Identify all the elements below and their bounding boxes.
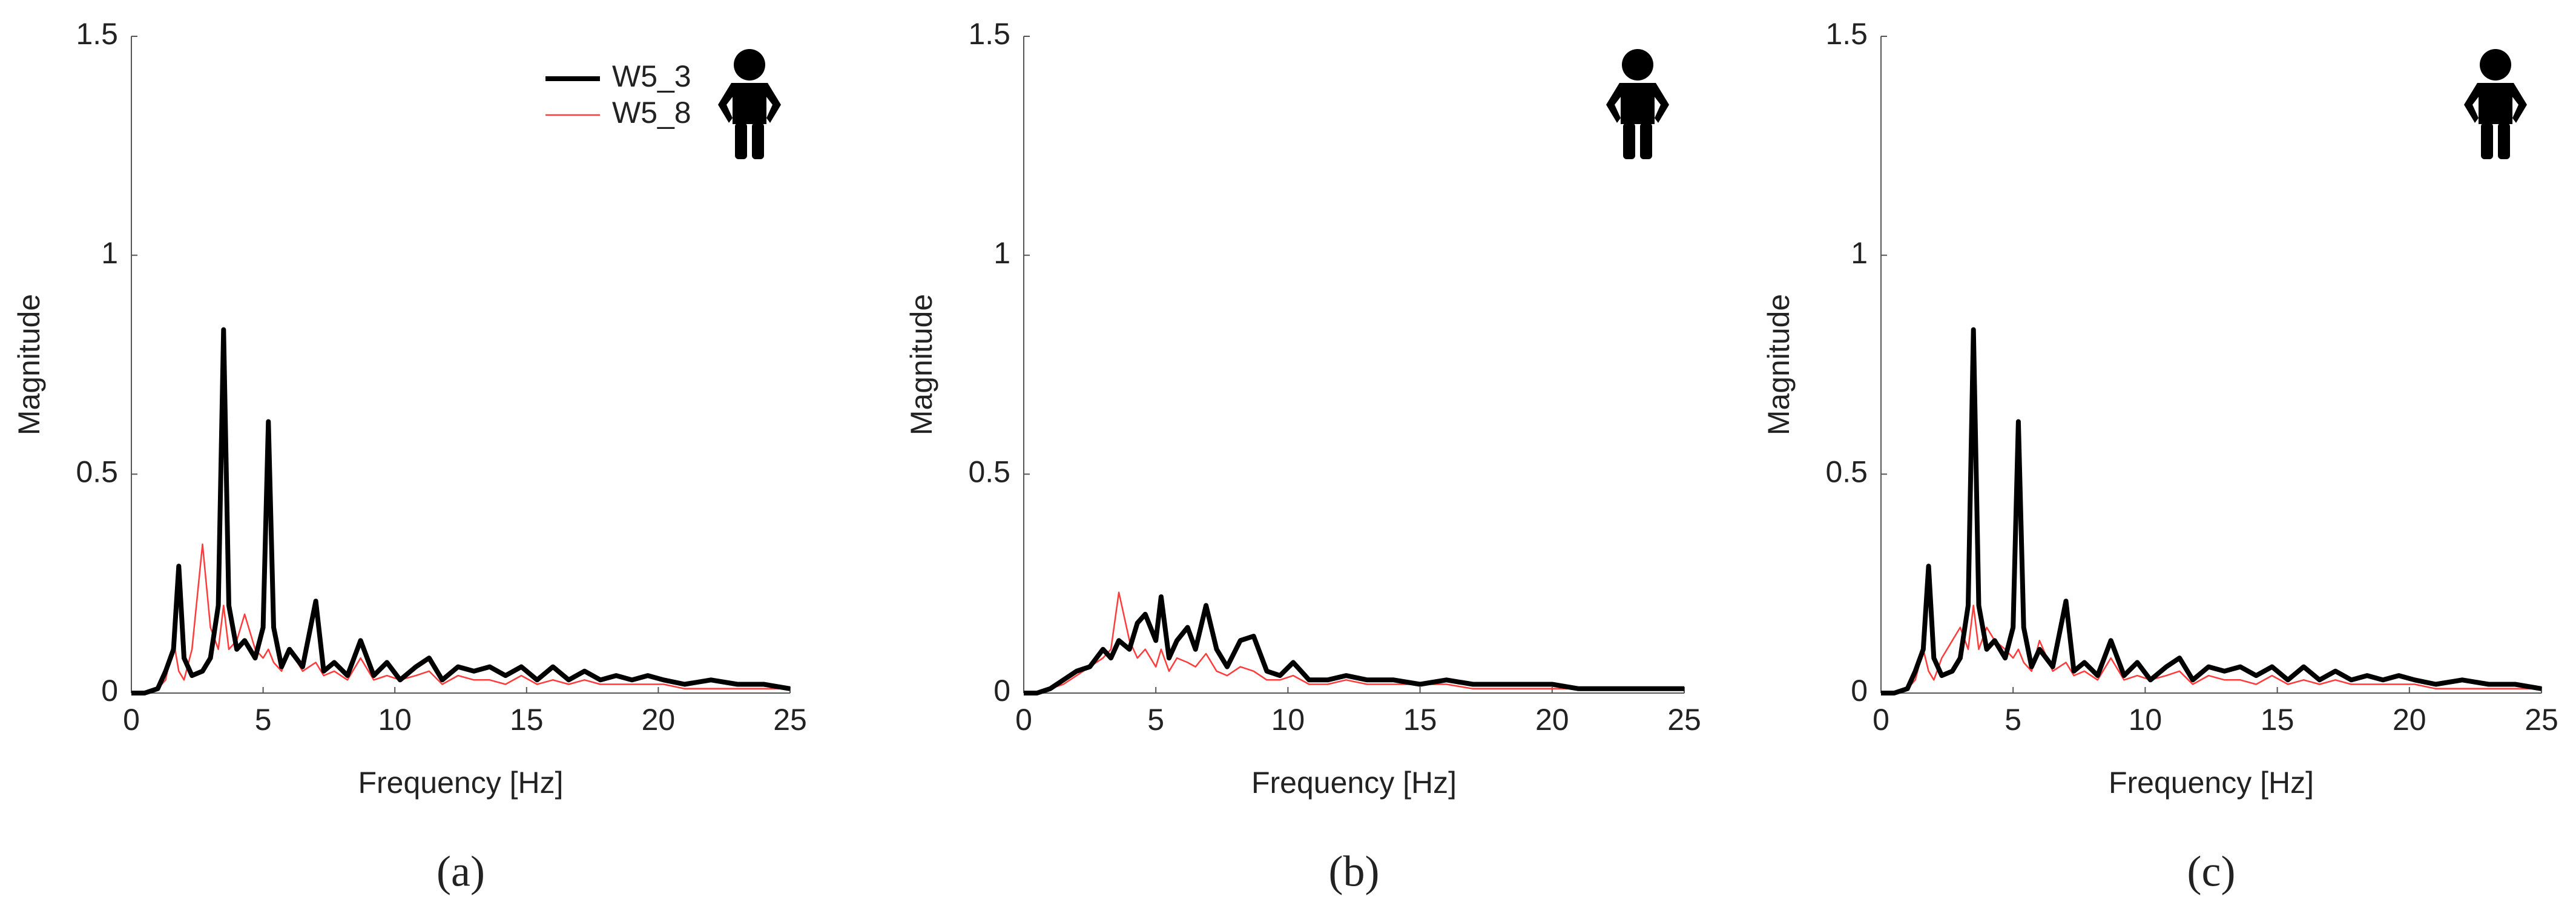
x-tick-label: 0 xyxy=(123,703,140,737)
x-tick-label: 10 xyxy=(1271,703,1305,737)
y-tick-label: 0.5 xyxy=(968,455,1010,489)
y-tick-label: 1 xyxy=(993,236,1010,270)
legend-label: W5_8 xyxy=(612,96,691,130)
y-tick-label: 0 xyxy=(993,674,1010,708)
y-tick-label: 1.5 xyxy=(1825,17,1868,51)
x-tick-label: 5 xyxy=(2004,703,2021,737)
series-line xyxy=(1881,605,2541,694)
series-line xyxy=(1024,591,1684,694)
y-tick-label: 0.5 xyxy=(1825,455,1868,489)
y-axis-label: Magnitude xyxy=(1762,294,1796,436)
x-tick-label: 15 xyxy=(1403,703,1437,737)
x-axis-label: Frequency [Hz] xyxy=(2109,766,2314,800)
x-tick-label: 25 xyxy=(2525,703,2558,737)
x-tick-label: 20 xyxy=(2393,703,2426,737)
y-axis-label: Magnitude xyxy=(12,294,46,436)
series-line xyxy=(131,327,791,695)
y-tick-label: 1 xyxy=(101,236,118,270)
series-line xyxy=(1881,327,2542,695)
x-tick-label: 25 xyxy=(773,703,807,737)
x-tick-label: 25 xyxy=(1667,703,1701,737)
x-tick-label: 15 xyxy=(2261,703,2294,737)
caption: (b) xyxy=(1329,847,1380,896)
y-tick-label: 1 xyxy=(1851,236,1868,270)
y-tick-label: 1.5 xyxy=(968,17,1010,51)
legend-label: W5_3 xyxy=(612,59,691,93)
x-tick-label: 20 xyxy=(1535,703,1569,737)
x-tick-label: 0 xyxy=(1873,703,1889,737)
caption: (c) xyxy=(2187,847,2236,896)
person-icon xyxy=(2464,49,2527,159)
person-icon xyxy=(718,49,781,159)
x-axis-label: Frequency [Hz] xyxy=(358,766,563,800)
x-tick-label: 15 xyxy=(510,703,544,737)
y-axis-label: Magnitude xyxy=(904,294,938,436)
x-axis-label: Frequency [Hz] xyxy=(1251,766,1457,800)
x-tick-label: 10 xyxy=(378,703,412,737)
y-tick-label: 0 xyxy=(101,674,118,708)
x-tick-label: 5 xyxy=(255,703,272,737)
caption: (a) xyxy=(436,847,485,896)
x-tick-label: 20 xyxy=(642,703,676,737)
y-tick-label: 0 xyxy=(1851,674,1868,708)
x-tick-label: 0 xyxy=(1015,703,1032,737)
y-tick-label: 1.5 xyxy=(76,17,118,51)
y-tick-label: 0.5 xyxy=(76,455,118,489)
person-icon xyxy=(1606,49,1669,159)
series-line xyxy=(1024,594,1684,695)
series-line xyxy=(131,543,790,694)
x-tick-label: 10 xyxy=(2129,703,2163,737)
x-tick-label: 5 xyxy=(1147,703,1164,737)
